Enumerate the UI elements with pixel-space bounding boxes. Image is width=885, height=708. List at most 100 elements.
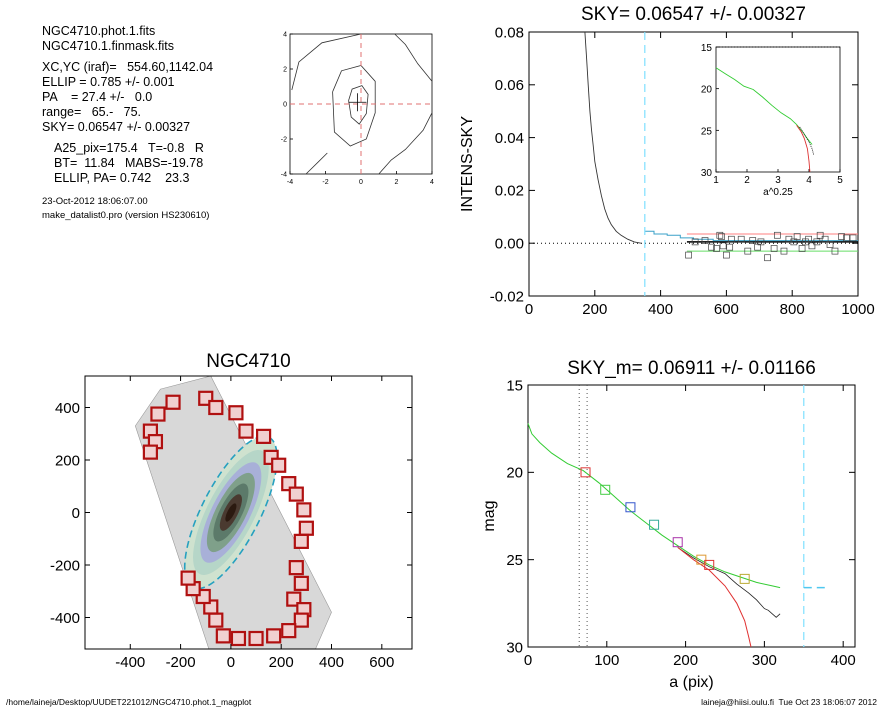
y-tick-label: -200 bbox=[50, 557, 80, 574]
mask-filename-line: NGC4710.1.finmask.fits bbox=[42, 39, 174, 53]
param-line: PA = 27.4 +/- 0.0 bbox=[42, 90, 153, 104]
y-tick-label: 0.08 bbox=[495, 24, 524, 41]
sky-point bbox=[785, 235, 793, 243]
contour-line bbox=[378, 112, 433, 175]
mag-marker bbox=[739, 573, 750, 584]
mag-marker bbox=[600, 484, 611, 495]
contour-line bbox=[394, 33, 433, 82]
y-tick-label: -2 bbox=[281, 137, 287, 144]
program-line: make_datalist0.pro (version HS230610) bbox=[42, 210, 210, 221]
mask-box bbox=[165, 394, 181, 410]
y-tick-label: 25 bbox=[506, 552, 523, 569]
contour-line bbox=[305, 152, 328, 175]
y-tick-label: 0.02 bbox=[495, 183, 524, 200]
mask-box bbox=[238, 423, 254, 439]
x-tick-label: 600 bbox=[714, 301, 739, 318]
inset-x-tick-label: 3 bbox=[775, 175, 781, 186]
mask-box bbox=[298, 520, 314, 536]
x-tick-label: 100 bbox=[594, 652, 619, 669]
param-line: SKY= 0.06547 +/- 0.00327 bbox=[42, 120, 191, 134]
sky-point bbox=[770, 245, 778, 252]
inset-y-tick-label: 30 bbox=[701, 168, 713, 179]
x-tick-label: -200 bbox=[166, 654, 196, 671]
sky-point bbox=[713, 245, 720, 252]
sky-point bbox=[749, 237, 757, 244]
mag-title: SKY_m= 0.06911 +/- 0.01166 bbox=[567, 358, 816, 379]
sky-point bbox=[843, 234, 850, 242]
sky-point bbox=[831, 247, 839, 255]
galaxy-isophote bbox=[225, 503, 237, 522]
inset-y-tick-label: 20 bbox=[701, 85, 713, 96]
image-title: NGC4710 bbox=[206, 351, 291, 372]
sky-point bbox=[708, 243, 715, 251]
x-tick-label: 400 bbox=[648, 301, 673, 318]
y-tick-label: 0 bbox=[72, 505, 80, 522]
sky-point bbox=[821, 235, 829, 243]
inset-x-tick-label: 5 bbox=[837, 175, 843, 186]
y-tick-label: -0.02 bbox=[490, 288, 524, 305]
y-tick-label: 4 bbox=[283, 32, 287, 39]
param2-line: BT= 11.84 MABS=-19.78 bbox=[54, 156, 204, 170]
mag-ylabel: mag bbox=[481, 500, 498, 531]
contour-chart: -4 -2 0 2 4 -4 -2 0 2 4 bbox=[281, 32, 434, 187]
sky-point bbox=[726, 243, 734, 251]
mask-box bbox=[293, 612, 309, 628]
sky-point bbox=[727, 235, 735, 243]
sky-point bbox=[774, 231, 781, 239]
x-tick-label: 600 bbox=[369, 654, 394, 671]
mask-box bbox=[296, 502, 312, 518]
mask-box bbox=[281, 623, 297, 639]
footer-path: /home/laineja/Desktop/UUDET221012/NGC471… bbox=[6, 697, 252, 707]
mag-chart: SKY_m= 0.06911 +/- 0.01166 a (pix) mag 0 100… bbox=[481, 358, 856, 691]
y-tick-label: 0 bbox=[283, 102, 287, 109]
x-tick-label: 400 bbox=[831, 652, 856, 669]
mag-marker bbox=[580, 467, 591, 478]
mask-box bbox=[180, 570, 196, 586]
image-chart: NGC4710 -400 -200 0 200 400 600 400 200 0 -200 -400 bbox=[50, 351, 413, 671]
inset-red-profile bbox=[796, 125, 811, 173]
step-profile bbox=[644, 230, 858, 242]
x-tick-label: 400 bbox=[319, 654, 344, 671]
y-tick-label: -400 bbox=[50, 610, 80, 627]
contour-line bbox=[348, 85, 369, 125]
plot-frame bbox=[527, 384, 856, 648]
sky-point bbox=[780, 247, 788, 255]
mask-box bbox=[288, 560, 304, 576]
y-tick-label: -4 bbox=[281, 172, 287, 179]
x-tick-label: 0 bbox=[525, 301, 533, 318]
sky-point bbox=[798, 245, 806, 252]
x-tick-label: 300 bbox=[752, 652, 777, 669]
contour-line bbox=[291, 33, 362, 91]
inset-y-tick-label: 15 bbox=[701, 43, 713, 54]
mag-marker bbox=[704, 559, 715, 570]
x-tick-label: 0 bbox=[524, 652, 532, 669]
x-tick-label: 1000 bbox=[841, 301, 874, 318]
x-tick-label: 800 bbox=[780, 301, 805, 318]
y-tick-label: 0.04 bbox=[495, 130, 524, 147]
mask-box bbox=[293, 533, 309, 549]
sky-title: SKY= 0.06547 +/- 0.00327 bbox=[581, 4, 806, 25]
mask-box bbox=[215, 628, 231, 644]
inset-xlabel: a^0.25 bbox=[763, 187, 793, 198]
sky-point bbox=[849, 234, 857, 242]
y-tick-label: 20 bbox=[506, 465, 523, 482]
mask-box bbox=[293, 575, 309, 591]
x-tick-label: 4 bbox=[430, 179, 434, 186]
x-tick-label: 200 bbox=[269, 654, 294, 671]
sky-point bbox=[764, 254, 771, 262]
param2-line: A25_pix=175.4 T=-0.8 R bbox=[54, 141, 204, 155]
inset-green-profile bbox=[715, 67, 813, 145]
mask-box bbox=[208, 399, 224, 416]
sky-point bbox=[826, 241, 834, 248]
x-tick-label: 0 bbox=[227, 654, 235, 671]
x-tick-label: 200 bbox=[582, 301, 607, 318]
sky-point bbox=[685, 251, 692, 259]
inset-y-tick-label: 25 bbox=[701, 126, 713, 137]
x-tick-label: -2 bbox=[322, 179, 328, 186]
mask-box bbox=[208, 612, 224, 628]
x-tick-label: -4 bbox=[287, 179, 293, 186]
date-line: 23-Oct-2012 18:06:07.00 bbox=[42, 196, 148, 207]
mag-marker bbox=[696, 554, 707, 565]
